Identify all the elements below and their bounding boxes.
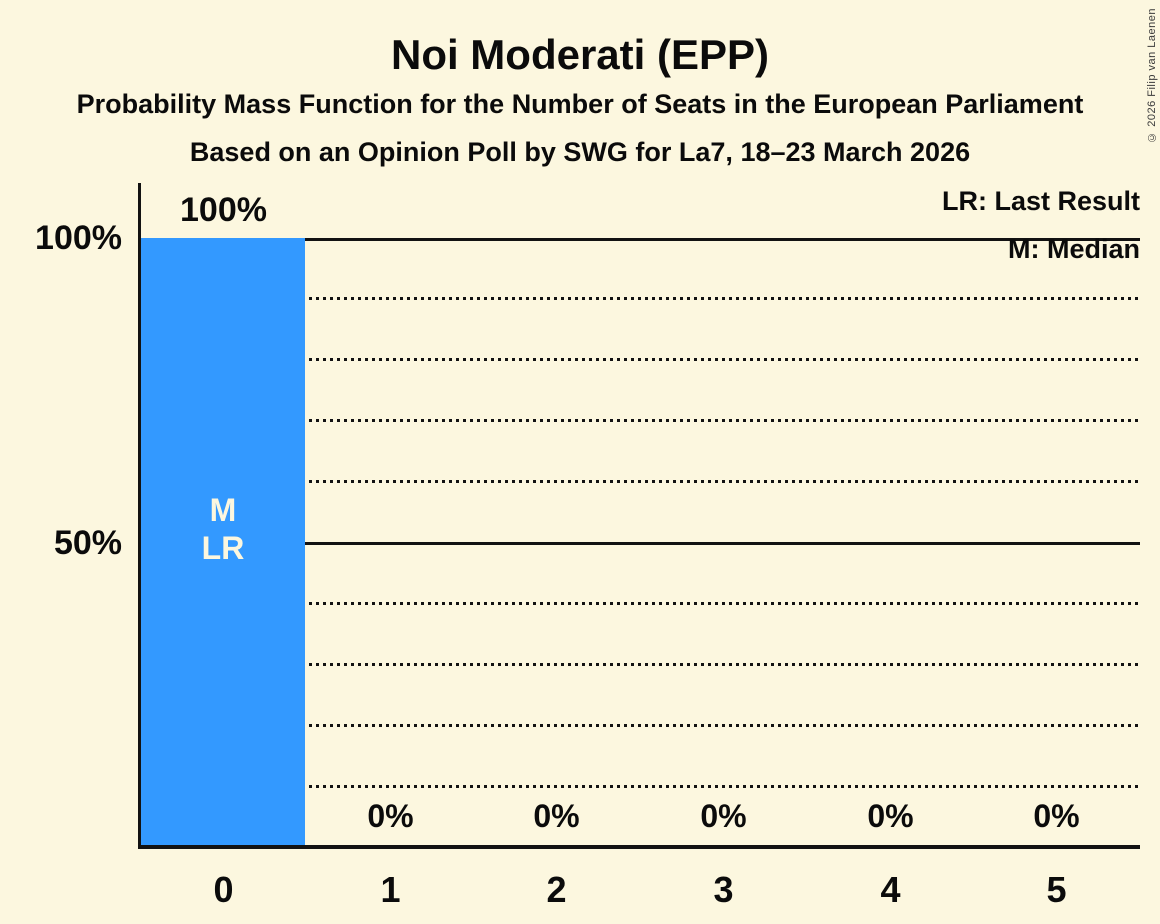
- x-tick-label-0: 0: [213, 869, 234, 910]
- x-tick-label-1: 1: [380, 869, 401, 910]
- bar-median-last-result-marker: M LR: [141, 491, 305, 567]
- x-tick-label-3: 3: [713, 869, 734, 910]
- bar-value-label-seats-4: 0%: [867, 798, 914, 834]
- chart-subtitle: Probability Mass Function for the Number…: [76, 89, 1084, 119]
- x-tick-label-2: 2: [546, 869, 567, 910]
- gridline-30pct: [141, 663, 1140, 666]
- gridline-40pct: [141, 602, 1140, 605]
- gridline-20pct: [141, 724, 1140, 727]
- y-tick-label-50: 50%: [53, 524, 122, 562]
- x-tick-label-5: 5: [1046, 869, 1067, 910]
- gridline-90pct: [141, 297, 1140, 300]
- gridline-100pct: [141, 238, 1140, 241]
- bar-value-label-seats-0: 100%: [180, 191, 267, 229]
- x-axis: [138, 845, 1140, 849]
- bar-value-label-seats-5: 0%: [1033, 798, 1080, 834]
- median-marker-label: M: [209, 492, 237, 528]
- legend-last-result: LR: Last Result: [941, 186, 1140, 216]
- probability-bar-seats-0: M LR: [141, 238, 305, 846]
- y-axis: [138, 183, 141, 849]
- chart-title: Noi Moderati (EPP): [390, 31, 770, 78]
- bar-value-label-seats-2: 0%: [533, 798, 580, 834]
- gridline-60pct: [141, 480, 1140, 483]
- gridline-80pct: [141, 358, 1140, 361]
- gridline-10pct: [141, 785, 1140, 788]
- chart-source-line: Based on an Opinion Poll by SWG for La7,…: [189, 137, 971, 167]
- gridline-50pct: [141, 542, 1140, 545]
- last-result-marker-label: LR: [201, 530, 245, 566]
- gridline-70pct: [141, 419, 1140, 422]
- y-tick-label-100: 100%: [35, 219, 122, 257]
- bar-value-label-seats-3: 0%: [700, 798, 747, 834]
- x-tick-label-4: 4: [880, 869, 901, 910]
- legend-median: M: Median: [1008, 234, 1140, 264]
- bar-value-label-seats-1: 0%: [367, 798, 414, 834]
